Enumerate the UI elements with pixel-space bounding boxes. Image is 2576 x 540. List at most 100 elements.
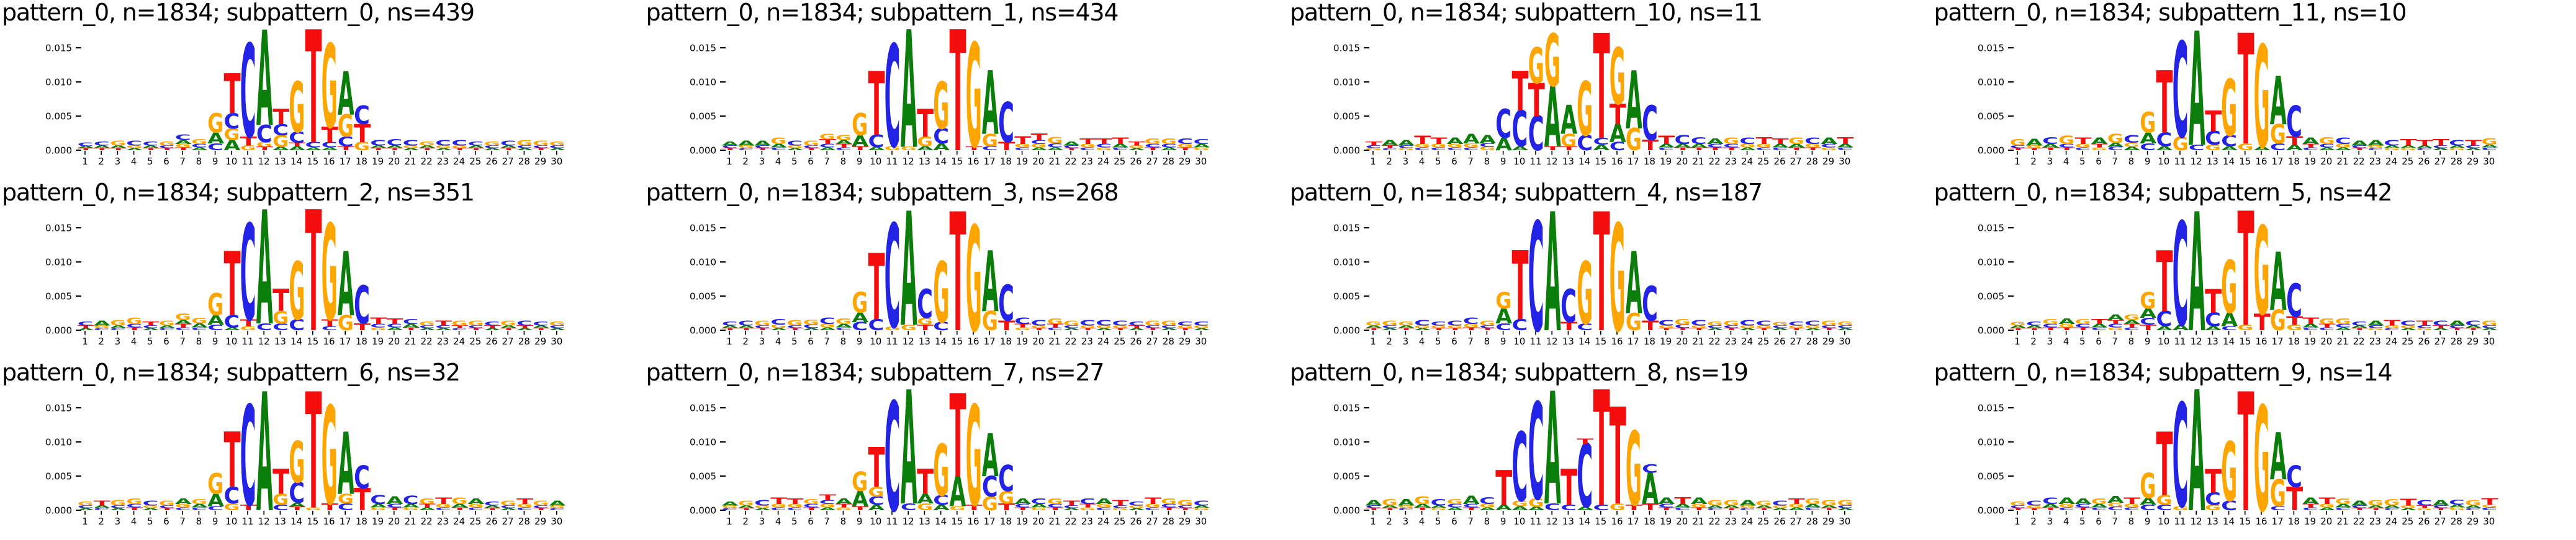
logo-letter-C: C [272, 322, 289, 332]
logo-letter-G: G [754, 505, 770, 509]
logo-letter-C: C [126, 503, 142, 508]
logo-letter-T: T [1447, 328, 1464, 331]
logo-letter-C: C [1528, 107, 1544, 163]
logo-letter-G: G [1788, 136, 1804, 146]
logo-letter-G: G [370, 507, 386, 511]
logo-letter-C: C [1707, 508, 1723, 511]
x-tick-label: 30 [551, 516, 562, 527]
x-tick-label: 12 [2190, 156, 2202, 167]
logo-letter-A: A [1398, 498, 1415, 508]
logo-letter-A: A [1112, 143, 1129, 149]
logo-letter-G: G [770, 503, 786, 509]
logo-letter-C: C [2091, 506, 2107, 511]
logo-letter-A: A [2221, 308, 2238, 331]
logo-letter-A: A [500, 508, 517, 511]
logo-letter-G: G [2074, 143, 2091, 149]
logo-letter-G: G [533, 499, 549, 507]
logo-letter-C: C [1063, 145, 1079, 149]
logo-letter-C: C [2140, 317, 2156, 327]
x-tick-label: 18 [999, 336, 1011, 347]
logo-letter-A: A [2449, 320, 2466, 328]
y-tick-label: 0.015 [1978, 43, 2004, 54]
logo-letter-G: G [272, 308, 289, 328]
logo-letter-A: A [1014, 497, 1031, 506]
logo-letter-C: C [451, 328, 467, 331]
x-tick-label: 27 [1146, 336, 1158, 347]
x-tick-label: 6 [808, 516, 814, 527]
logo-letter-T: T [1593, 180, 1610, 360]
x-tick-label: 15 [1595, 156, 1606, 167]
logo-letter-A: A [2205, 325, 2222, 331]
x-tick-label: 24 [453, 156, 465, 167]
x-tick-label: 18 [1644, 336, 1655, 347]
logo-letter-A: A [2074, 497, 2091, 506]
logo-letter-T: T [484, 325, 502, 329]
logo-letter-A: A [1788, 143, 1806, 149]
logo-letter-T: T [1821, 328, 1838, 331]
x-tick-label: 10 [225, 156, 237, 167]
x-tick-label: 19 [2304, 516, 2316, 527]
logo-letter-A: A [2351, 140, 2367, 148]
logo-letter-C: C [1144, 506, 1160, 511]
logo-letter-T: T [1366, 508, 1383, 511]
logo-letter-G: G [126, 497, 142, 506]
x-tick-label: 26 [2418, 516, 2430, 527]
logo-letter-A: A [754, 140, 771, 148]
logo-letter-C: C [207, 142, 223, 152]
x-tick-label: 13 [2206, 336, 2218, 347]
logo-letter-G: G [289, 430, 305, 497]
logo-letter-T: T [451, 148, 469, 151]
x-tick-label: 26 [485, 516, 497, 527]
logo-letter-G: G [2123, 313, 2140, 322]
logo-letter-C: C [2449, 325, 2465, 329]
logo-letter-A: A [1821, 505, 1838, 509]
logo-letter-A: A [2302, 137, 2320, 146]
logo-letter-A: A [1447, 506, 1464, 511]
logo-letter-G: G [2384, 148, 2400, 151]
logo-letter-A: A [900, 181, 917, 360]
logo-letter-G: G [1382, 497, 1398, 507]
logo-letter-T: T [917, 102, 934, 146]
logo-letter-C: C [143, 140, 159, 147]
logo-letter-T: T [110, 148, 127, 151]
logo-letter-A: A [256, 180, 273, 360]
logo-letter-A: A [835, 323, 853, 329]
logo-letter-T: T [770, 497, 788, 506]
y-tick-label: 0.000 [45, 325, 72, 336]
logo-letter-G: G [2058, 134, 2074, 147]
x-tick-label: 3 [759, 516, 765, 527]
logo-letter-C: C [240, 378, 256, 538]
logo-letter-T: T [2416, 319, 2433, 327]
logo-letter-G: G [500, 499, 516, 507]
x-tick-label: 7 [179, 516, 186, 527]
logo-letter-A: A [1837, 508, 1854, 511]
logo-letter-A: A [1626, 234, 1642, 333]
logo-letter-A: A [2091, 503, 2108, 509]
x-tick-label: 21 [1048, 336, 1060, 347]
plot-title: pattern_0, n=1834; subpattern_5, ns=42 [1934, 179, 2393, 206]
logo-letter-C: C [819, 143, 835, 148]
logo-subplot: pattern_0, n=1834; subpattern_6, ns=32 0… [0, 359, 644, 540]
logo-letter-T: T [1723, 146, 1741, 151]
logo-letter-C: C [126, 140, 142, 147]
logo-letter-G: G [370, 327, 386, 331]
x-tick-label: 20 [388, 156, 400, 167]
logo-letter-A: A [2286, 143, 2303, 152]
logo-letter-A: A [770, 328, 787, 331]
logo-letter-A: A [387, 145, 404, 149]
logo-letter-T: T [2286, 480, 2303, 518]
x-tick-label: 24 [2385, 516, 2397, 527]
logo-letter-T: T [435, 497, 453, 506]
logo-letter-A: A [549, 328, 566, 331]
logo-letter-C: C [2384, 328, 2400, 331]
logo-letter-G: G [2172, 133, 2188, 155]
logo-letter-G: G [1821, 147, 1837, 151]
logo-letter-T: T [1560, 145, 1578, 151]
y-tick-label: 0.005 [690, 291, 716, 302]
logo-letter-C: C [721, 508, 737, 511]
x-tick-label: 15 [951, 336, 963, 347]
x-tick-label: 7 [824, 516, 830, 527]
logo-letter-C: C [2205, 490, 2221, 509]
logo-letter-A: A [549, 148, 566, 151]
logo-letter-T: T [1756, 328, 1773, 331]
